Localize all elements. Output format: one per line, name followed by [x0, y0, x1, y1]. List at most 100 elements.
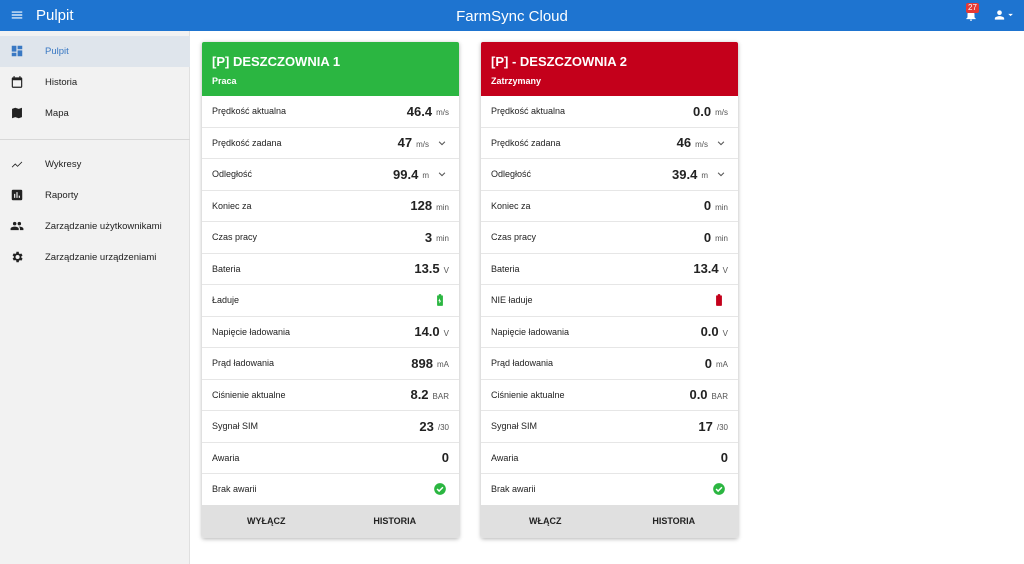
- data-row: Odległość 99.4 m: [202, 159, 459, 191]
- row-label: Brak awarii: [212, 484, 257, 495]
- data-row: Brak awarii: [481, 474, 738, 506]
- row-unit: mA: [716, 360, 728, 370]
- action-button[interactable]: HISTORIA: [652, 516, 696, 526]
- row-label: Prąd ładowania: [212, 358, 275, 369]
- row-label: Prędkość aktualna: [491, 106, 566, 117]
- row-unit: min: [436, 234, 449, 244]
- row-unit: BAR: [432, 391, 449, 401]
- row-unit: m: [701, 171, 708, 181]
- row-unit: min: [715, 202, 728, 212]
- row-label: NIE ładuje: [491, 295, 533, 306]
- row-value: 13.5: [414, 261, 440, 277]
- data-row: Napięcie ładowania 0.0 V: [481, 317, 738, 348]
- nav-icon: [11, 189, 23, 201]
- card-header: [P] DESZCZOWNIA 1 Praca: [202, 42, 459, 96]
- expand-icon[interactable]: [716, 169, 726, 179]
- row-unit: V: [722, 265, 728, 275]
- card-actions: WYŁĄCZ HISTORIA: [202, 505, 459, 538]
- battery-icon: [437, 294, 443, 307]
- row-unit: min: [436, 202, 449, 212]
- nav-item[interactable]: Wykresy: [0, 149, 190, 180]
- data-row: Awaria 0: [481, 443, 738, 474]
- row-value: 99.4: [393, 166, 419, 182]
- action-button[interactable]: WŁĄCZ: [529, 516, 562, 526]
- row-label: Koniec za: [491, 200, 531, 211]
- device-card: [P] - DESZCZOWNIA 2 Zatrzymany Prędkość ak…: [481, 42, 738, 538]
- data-row: Brak awarii: [202, 474, 459, 506]
- row-value: 3: [424, 229, 433, 245]
- sidebar: Pulpit Historia Mapa Wykresy Raporty Zarządza…: [0, 31, 190, 564]
- data-row: Czas pracy 3 min: [202, 222, 459, 254]
- data-row: Czas pracy 0 min: [481, 222, 738, 254]
- data-row: Sygnał SIM 17/30: [481, 411, 738, 443]
- row-label: Bateria: [491, 263, 520, 274]
- app-title: FarmSync Cloud: [456, 8, 568, 25]
- row-value: 39.4: [672, 166, 698, 182]
- card-title: [P] DESZCZOWNIA 1: [212, 54, 341, 69]
- data-row: Prędkość zadana 47 m/s: [202, 128, 459, 159]
- action-button[interactable]: HISTORIA: [373, 516, 417, 526]
- row-value: 128: [410, 198, 433, 214]
- nav-icon: [11, 76, 23, 88]
- row-label: Ładuje: [212, 295, 240, 306]
- data-row: Prąd ładowania 898 mA: [202, 348, 459, 380]
- data-row: Prąd ładowania 0 mA: [481, 348, 738, 380]
- data-row: Koniec za 128 min: [202, 191, 459, 222]
- nav-item[interactable]: Raporty: [0, 180, 190, 211]
- menu-button[interactable]: [10, 8, 24, 22]
- row-value: 8.2: [410, 387, 429, 403]
- row-value: 17: [698, 418, 713, 434]
- row-unit: mA: [437, 360, 449, 370]
- row-unit: V: [443, 328, 449, 338]
- row-value: 0: [703, 198, 712, 214]
- row-value: 0: [441, 450, 449, 466]
- row-label: Prędkość zadana: [491, 137, 561, 148]
- nav-item[interactable]: Historia: [0, 67, 190, 98]
- expand-icon[interactable]: [437, 138, 447, 148]
- expand-icon[interactable]: [437, 169, 447, 179]
- nav-icon: [10, 221, 24, 231]
- row-label: Czas pracy: [212, 232, 258, 243]
- ok-icon: [713, 483, 725, 496]
- row-unit: m/s: [416, 139, 429, 149]
- expand-icon[interactable]: [716, 138, 726, 148]
- row-value: 0.0: [700, 324, 719, 340]
- nav-item[interactable]: Zarządzanie urządzeniami: [0, 242, 190, 273]
- row-value: 0: [704, 355, 712, 371]
- row-value: 13.4: [693, 261, 719, 277]
- row-unit: V: [722, 328, 728, 338]
- card-actions: WŁĄCZ HISTORIA: [481, 505, 738, 538]
- ok-icon: [434, 483, 446, 496]
- row-label: Sygnał SIM: [212, 421, 259, 432]
- nav-icon: [12, 107, 22, 119]
- nav-item[interactable]: Mapa: [0, 98, 190, 129]
- row-label: Napięcie ładowania: [212, 326, 291, 337]
- nav-icon: [12, 251, 23, 263]
- notification-badge: 27: [966, 3, 979, 13]
- nav-item[interactable]: Zarządzanie użytkownikami: [0, 211, 190, 242]
- row-label: Czas pracy: [491, 232, 537, 243]
- row-label: Awaria: [212, 452, 240, 463]
- row-label: Napięcie ładowania: [491, 326, 570, 337]
- row-value: 0.0: [689, 387, 708, 403]
- row-label: Awaria: [491, 452, 519, 463]
- row-label: Prędkość aktualna: [212, 106, 287, 117]
- user-menu[interactable]: [992, 8, 1014, 22]
- card-status: Praca: [212, 76, 237, 86]
- data-row: Ciśnienie aktualne 8.2 BAR: [202, 380, 459, 411]
- action-button[interactable]: WYŁĄCZ: [247, 516, 286, 526]
- card-status: Zatrzymany: [491, 76, 542, 86]
- row-label: Prąd ładowania: [491, 358, 554, 369]
- row-value: 0: [703, 229, 712, 245]
- row-value: 0: [720, 450, 728, 466]
- nav-item[interactable]: Pulpit: [0, 36, 190, 67]
- data-row: Awaria 0: [202, 443, 459, 474]
- row-label: Brak awarii: [491, 484, 536, 495]
- row-value: 23: [419, 418, 434, 434]
- data-row: Prędkość aktualna 46.4 m/s: [202, 96, 459, 128]
- row-value: 0.0: [693, 103, 712, 119]
- row-label: Odległość: [212, 169, 253, 180]
- app-bar: Pulpit FarmSync Cloud 27: [0, 0, 1024, 31]
